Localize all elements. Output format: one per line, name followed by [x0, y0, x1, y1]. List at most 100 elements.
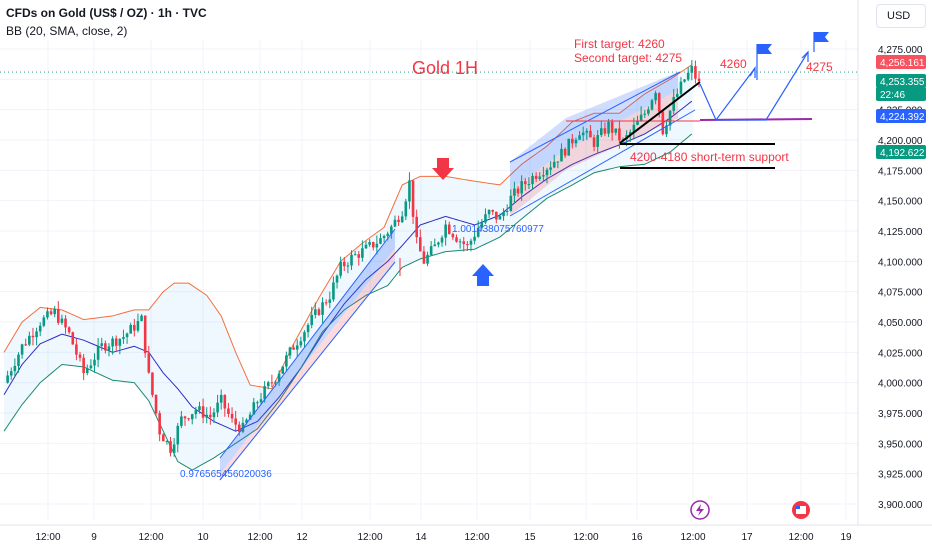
candle-body	[480, 222, 484, 228]
candle-body	[603, 128, 607, 134]
candle-body	[357, 254, 361, 258]
candle-body	[154, 394, 158, 414]
price-badge	[876, 74, 926, 88]
price-badge	[876, 87, 926, 101]
candle-body	[607, 121, 610, 134]
candle-body	[96, 345, 100, 360]
candle-body	[473, 236, 476, 241]
candle-body	[426, 254, 429, 264]
candle-body	[447, 224, 451, 234]
candle-body	[538, 176, 542, 179]
candle-body	[17, 354, 20, 366]
candle-body	[411, 180, 415, 217]
price-badge	[876, 109, 926, 123]
candle-body	[346, 265, 350, 267]
bb-upper-line	[3, 64, 693, 390]
candle-body	[248, 414, 252, 420]
grid	[0, 40, 858, 520]
candle-body	[140, 315, 143, 322]
candle-body	[310, 314, 313, 326]
candle-body	[256, 402, 259, 404]
candle-body	[563, 148, 567, 156]
candle-body	[234, 418, 237, 425]
candle-body	[67, 327, 71, 333]
candle-body	[466, 244, 469, 246]
candle-body	[578, 135, 581, 140]
candle-body	[668, 110, 672, 126]
x-tick-label: 14	[415, 532, 427, 543]
candle-body	[498, 216, 502, 220]
price-badge-text: 4,256.161	[880, 58, 925, 69]
candle-body	[661, 111, 665, 135]
candle-body	[151, 372, 154, 395]
candle-body	[636, 120, 639, 125]
candle-body	[552, 161, 556, 168]
candle-body	[371, 242, 375, 248]
y-tick-label: 3,925.000	[878, 470, 923, 481]
candles	[6, 60, 701, 457]
candle-body	[581, 132, 585, 136]
candle-body	[697, 78, 701, 82]
candle-body	[419, 237, 422, 252]
candle-body	[93, 359, 96, 366]
trend-line	[619, 81, 701, 144]
candle-body	[165, 441, 169, 443]
candle-body	[574, 139, 578, 144]
candle-body	[288, 347, 292, 356]
candle-body	[107, 346, 111, 351]
candle-body	[549, 167, 552, 170]
chart-title: Gold 1H	[412, 58, 478, 78]
candle-body	[665, 125, 668, 135]
candle-body	[104, 343, 107, 351]
x-tick-label: 16	[631, 532, 643, 543]
currency-button[interactable]	[876, 4, 926, 28]
candle-body	[520, 181, 523, 194]
symbol-title[interactable]: CFDs on Gold (US$ / OZ) · 1h · TVC	[6, 6, 207, 20]
candle-body	[495, 211, 498, 220]
price-badge	[876, 145, 926, 159]
candle-body	[227, 408, 230, 414]
candle-body	[408, 180, 411, 202]
candle-body	[339, 261, 342, 276]
candle-body	[147, 353, 151, 373]
candle-body	[111, 338, 114, 347]
candle-body	[397, 219, 400, 223]
event-lightning-icon	[690, 500, 710, 520]
candle-body	[212, 412, 216, 418]
candle-body	[129, 324, 132, 334]
candle-body	[314, 309, 317, 315]
candle-body	[46, 311, 49, 318]
x-tick-label: 12:00	[464, 532, 489, 543]
channel-line	[509, 71, 681, 163]
candle-body	[306, 325, 310, 333]
candle-body	[299, 341, 303, 346]
candle-body	[183, 416, 187, 419]
candle-body	[24, 344, 28, 346]
candle-body	[317, 309, 321, 315]
x-tick-label: 12:00	[247, 532, 272, 543]
us-flag-canton	[796, 506, 800, 509]
channel-blue	[220, 229, 395, 474]
candle-body	[230, 413, 234, 419]
annotation-support: 4200-4180 short-term support	[630, 150, 789, 164]
candle-body	[476, 227, 480, 237]
candle-body	[31, 335, 35, 338]
projection-arrowhead	[801, 50, 809, 62]
candle-body	[205, 414, 209, 418]
candle-body	[238, 424, 241, 432]
indicator-legend[interactable]: BB (20, SMA, close, 2)	[6, 24, 128, 38]
candle-body	[169, 441, 172, 453]
candle-body	[60, 318, 64, 323]
candle-body	[400, 216, 404, 223]
candle-body	[505, 210, 509, 213]
candle-body	[332, 282, 335, 300]
x-tick-label: 10	[197, 532, 209, 543]
annotation-target-4275: 4275	[806, 60, 833, 74]
candle-body	[650, 100, 654, 110]
candle-body	[571, 138, 574, 144]
channel-blue-2	[510, 72, 678, 190]
candle-body	[513, 188, 516, 196]
y-tick-label: 3,900.000	[878, 500, 923, 511]
candle-body	[335, 275, 339, 283]
